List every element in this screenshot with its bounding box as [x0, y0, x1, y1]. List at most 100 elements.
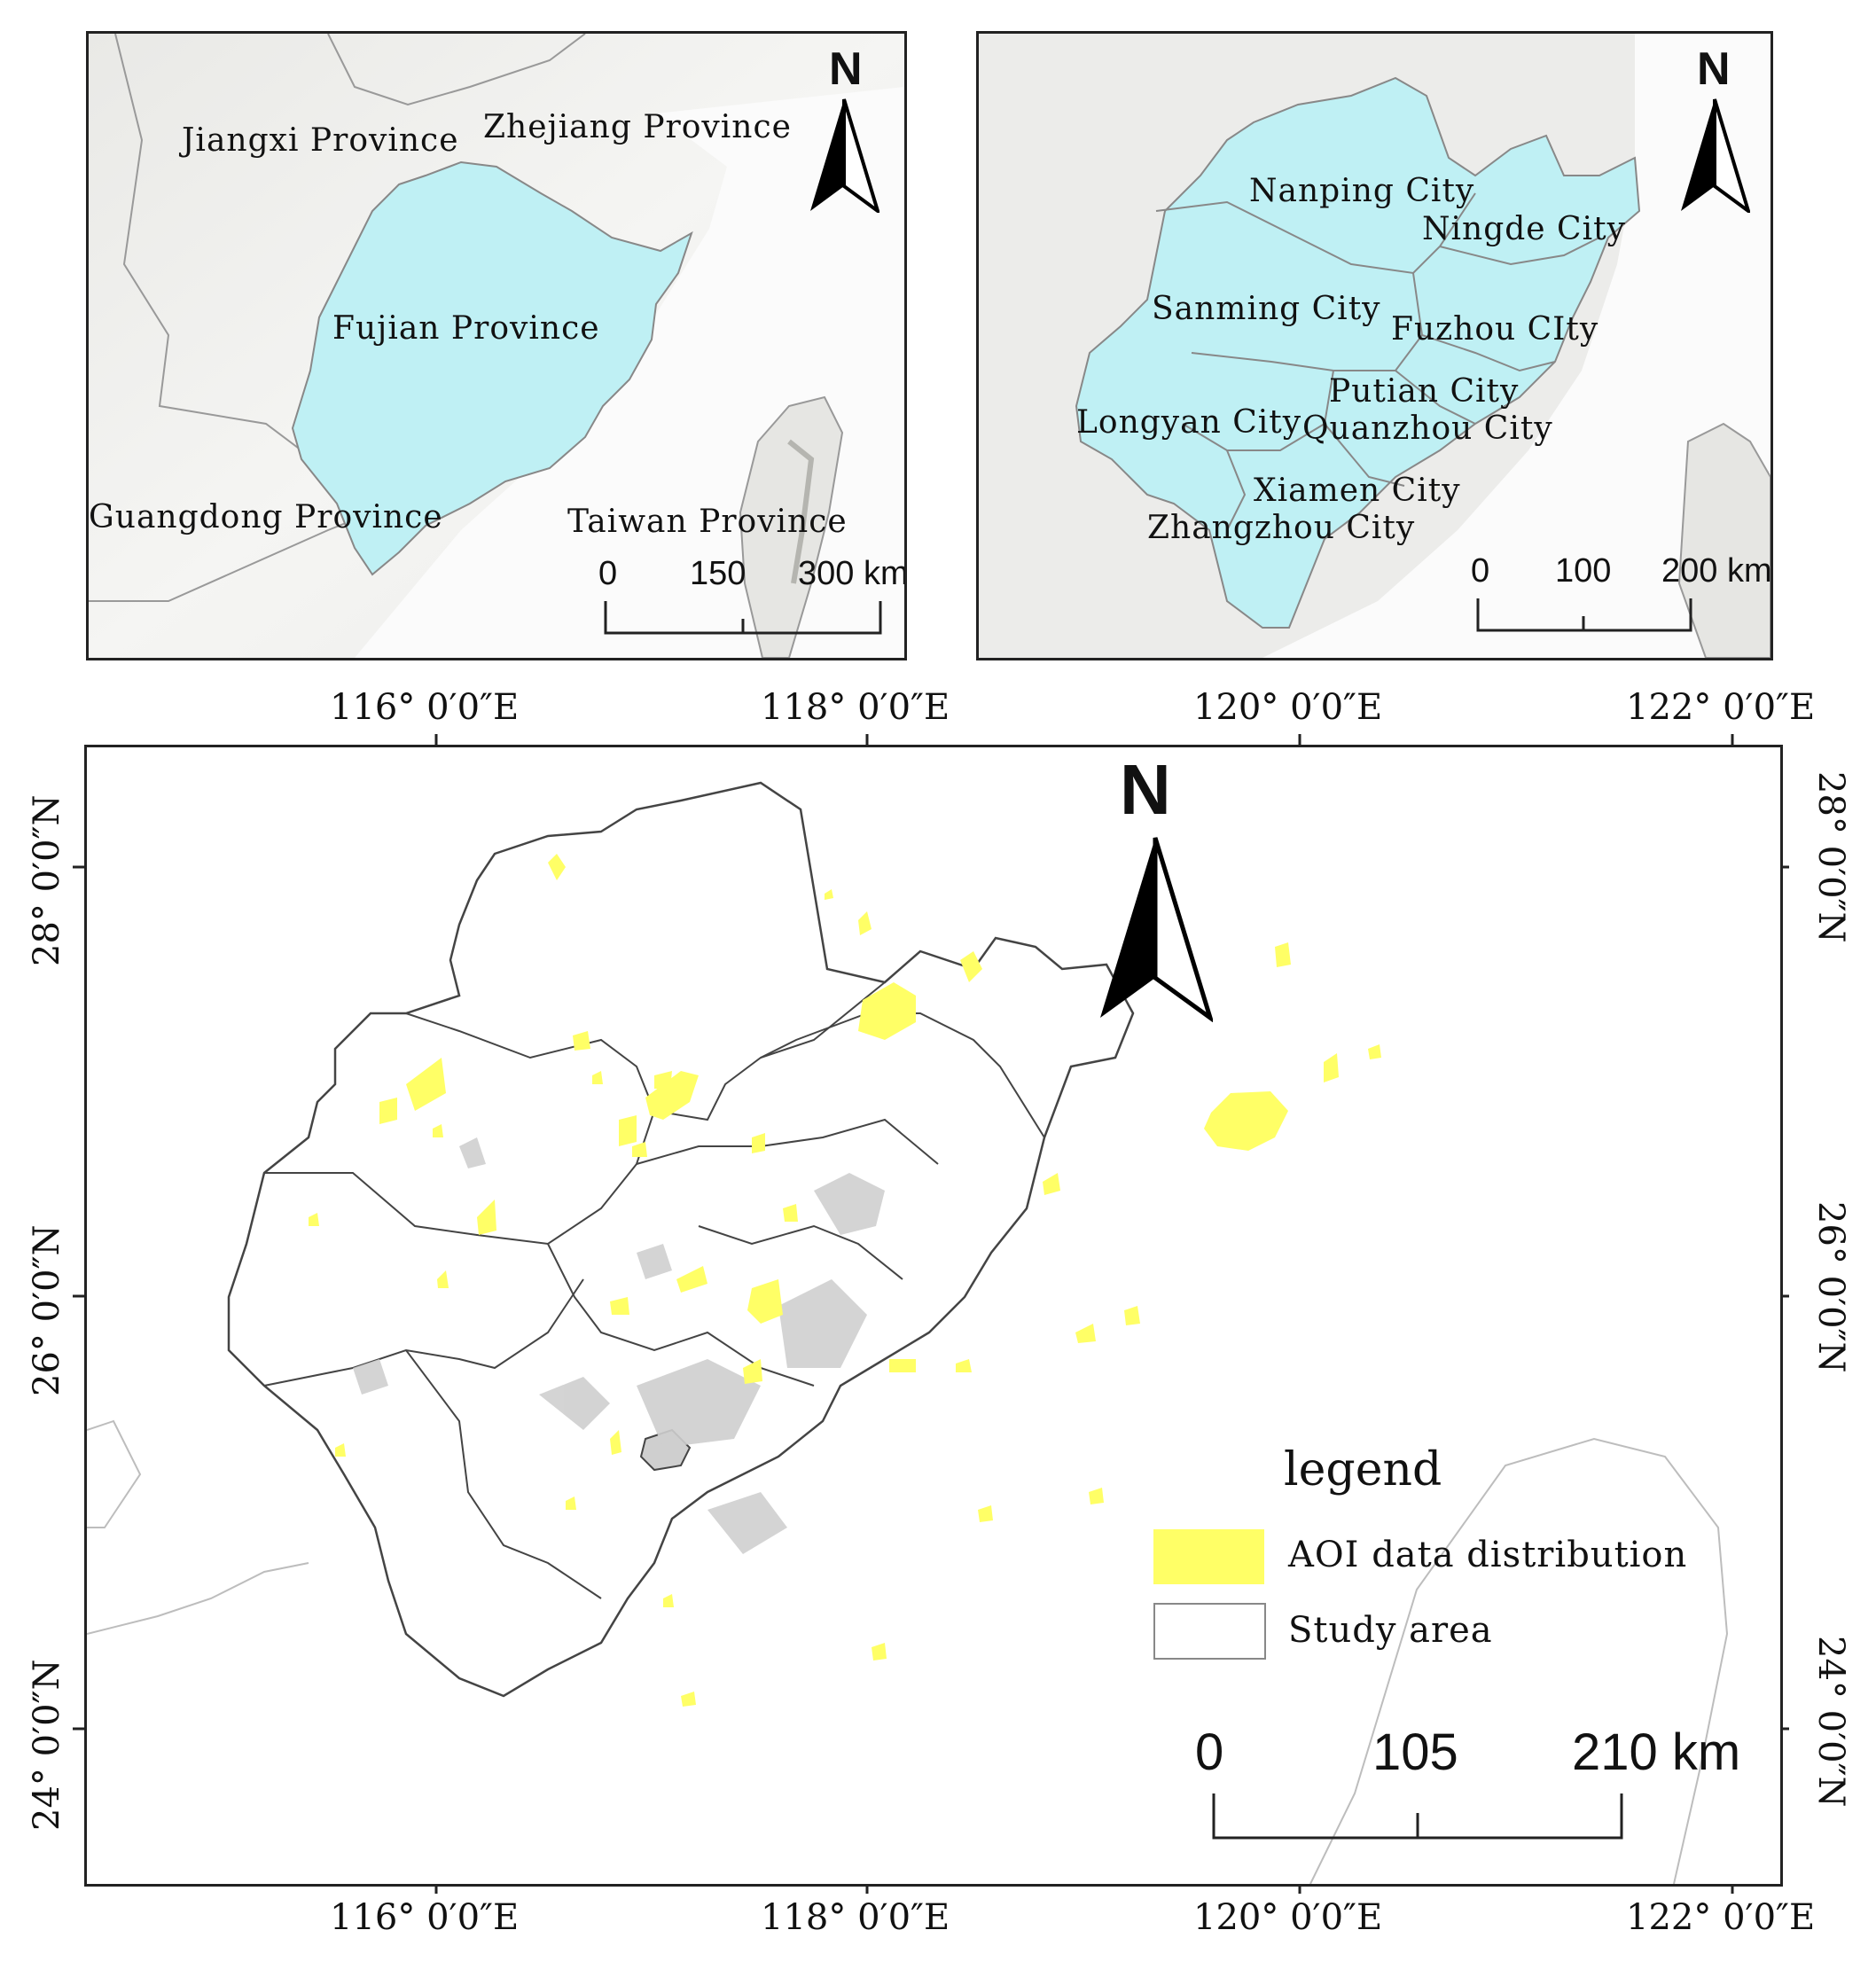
aoi-patch-putian [1043, 1173, 1060, 1195]
aoi-patch-sanming-2 [619, 1115, 637, 1146]
aoi-patch [379, 1098, 397, 1124]
label-jiangxi: Jiangxi Province [182, 122, 459, 159]
lon-label-top-120: 120° 0′0″E [1193, 687, 1383, 728]
north-label: N [1120, 750, 1171, 829]
aoi-patch-coast [1089, 1488, 1104, 1504]
aoi-patch [632, 1142, 647, 1157]
aoi-patch-ne2 [1368, 1044, 1381, 1059]
label-fuzhou: Fuzhou CIty [1391, 311, 1599, 348]
guangdong-coast [89, 512, 373, 602]
aoi-patch-ningde [1324, 1053, 1339, 1082]
lon-label-top-118: 118° 0′0″E [761, 687, 950, 728]
inset-map-province: Jiangxi Province Zhejiang Province Fujia… [86, 31, 907, 660]
aoi-patch [477, 1199, 496, 1235]
inset-map-cities: Nanping City Ningde City Sanming City Fu… [976, 31, 1773, 660]
north-label: N [829, 43, 863, 95]
aoi-patch [592, 1071, 603, 1084]
boundary-putian [698, 1224, 903, 1280]
label-quanzhou: Quanzhou City [1302, 410, 1553, 447]
aoi-patch-sanming-1 [645, 1071, 699, 1120]
aoi-patch [743, 1359, 762, 1384]
boundary-zhangzhou [405, 1349, 602, 1599]
main-map-aoi: N legend AOI data distribution Study are… [84, 745, 1783, 1887]
aoi-patch-sanming-4 [783, 1204, 798, 1222]
legend-swatch-aoi [1153, 1529, 1264, 1584]
boundary-fuzhou [636, 1118, 939, 1165]
lon-label-bottom-116: 116° 0′0″E [330, 1897, 520, 1938]
aoi-patch-sanming-3 [752, 1133, 765, 1153]
aoi-patch-fuzhou [1204, 1091, 1288, 1151]
taiwan-outline [1309, 1437, 1729, 1884]
scale-105: 105 [1372, 1723, 1458, 1781]
legend-label-study-area: Study area [1288, 1610, 1493, 1651]
province-map-svg [89, 34, 904, 658]
label-putian: Putian City [1329, 373, 1520, 410]
lon-label-bottom-118: 118° 0′0″E [761, 1897, 950, 1938]
label-guangdong: Guangdong Province [89, 499, 443, 535]
north-label: N [1697, 43, 1731, 95]
scale-0: 0 [1195, 1723, 1224, 1781]
aoi-patch [433, 1124, 443, 1137]
aoi-patch [610, 1297, 629, 1315]
taiwan-shape [739, 395, 844, 658]
scale-0: 0 [598, 555, 618, 592]
legend-swatch-study-area [1153, 1603, 1266, 1660]
aoi-patch-ne [1275, 942, 1291, 967]
scale-210: 210 km [1572, 1723, 1741, 1781]
aoi-patch-fuzhou-2 [1124, 1306, 1140, 1325]
aoi-patch [858, 982, 916, 1040]
aoi-patch-sanming-5 [676, 1266, 707, 1293]
cities-map-svg [979, 34, 1770, 658]
aoi-patch-zhangzhou-2 [681, 1692, 696, 1707]
legend-title: legend [1284, 1443, 1442, 1496]
scale-bar [1212, 1793, 1623, 1840]
scale-150: 150 [690, 555, 746, 592]
label-sanming: Sanming City [1152, 291, 1381, 327]
aoi-patch [437, 1270, 449, 1288]
aoi-patch-xiamen [872, 1643, 887, 1661]
label-zhejiang: Zhejiang Province [483, 109, 792, 145]
aoi-patch-quanzhou-2 [956, 1359, 972, 1372]
aoi-patch [406, 1058, 446, 1111]
label-taiwan: Taiwan Province [567, 504, 848, 540]
legend-label-aoi: AOI data distribution [1288, 1535, 1688, 1575]
scale-300: 300 km [798, 555, 907, 592]
fujian-cities-shape [1075, 76, 1641, 629]
north-arrow-icon [1681, 98, 1750, 213]
north-arrow-icon [1100, 837, 1213, 1022]
label-longyan: Longyan City [1076, 404, 1302, 441]
aoi-patch [566, 1496, 576, 1510]
aoi-patch [309, 1213, 319, 1226]
aoi-patch [548, 854, 566, 880]
label-ningde: Ningde City [1422, 211, 1626, 247]
jiangxi-border [114, 34, 382, 460]
lon-label-bottom-120: 120° 0′0″E [1193, 1897, 1383, 1938]
aoi-patch-nanping-2 [825, 889, 833, 900]
aoi-patch [573, 1031, 590, 1051]
north-arrow-icon [810, 98, 879, 213]
boundary-ningde [760, 1012, 1045, 1138]
scale-bar [604, 601, 882, 635]
fujian-province-shape [291, 160, 693, 576]
scale-bar [1476, 598, 1692, 632]
scale-0: 0 [1471, 552, 1490, 590]
lon-label-top-116: 116° 0′0″E [330, 687, 520, 728]
aoi-patch [335, 1443, 346, 1457]
aoi-patch-longyan-1 [610, 1430, 621, 1455]
aoi-patch-fuzhou-3 [1075, 1324, 1096, 1343]
label-zhangzhou: Zhangzhou City [1147, 510, 1416, 546]
aoi-overlay-svg [610, 889, 1381, 1707]
aoi-patches [309, 854, 982, 1510]
scale-200: 200 km [1661, 552, 1772, 590]
label-nanping: Nanping City [1249, 173, 1475, 209]
scale-100: 100 [1555, 552, 1612, 590]
aoi-patch-sanming-6 [747, 1279, 783, 1324]
aoi-patch-quanzhou-1 [889, 1359, 916, 1372]
label-xiamen: Xiamen City [1254, 473, 1461, 509]
lon-label-top-122: 122° 0′0″E [1626, 687, 1816, 728]
aoi-patch-zhangzhou-1 [663, 1594, 674, 1607]
zhejiang-border [327, 34, 586, 106]
lon-label-bottom-122: 122° 0′0″E [1626, 1897, 1816, 1938]
boundary-sanming [264, 1110, 655, 1246]
label-fujian: Fujian Province [332, 310, 600, 347]
